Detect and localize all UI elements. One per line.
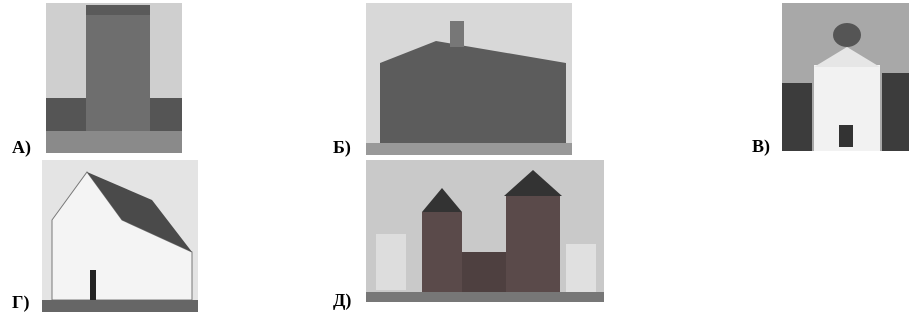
label: Б) — [333, 137, 351, 158]
photo-castle — [366, 160, 604, 302]
photo-church — [366, 3, 572, 155]
photo-cathedral — [42, 160, 198, 312]
photo-chapel — [782, 3, 909, 151]
page: А) Б) В) Г) Д) — [0, 0, 919, 317]
label: Д) — [333, 290, 351, 311]
label: Г) — [12, 292, 29, 313]
label: А) — [12, 137, 31, 158]
photo-tower — [46, 3, 182, 153]
label: В) — [752, 136, 770, 157]
